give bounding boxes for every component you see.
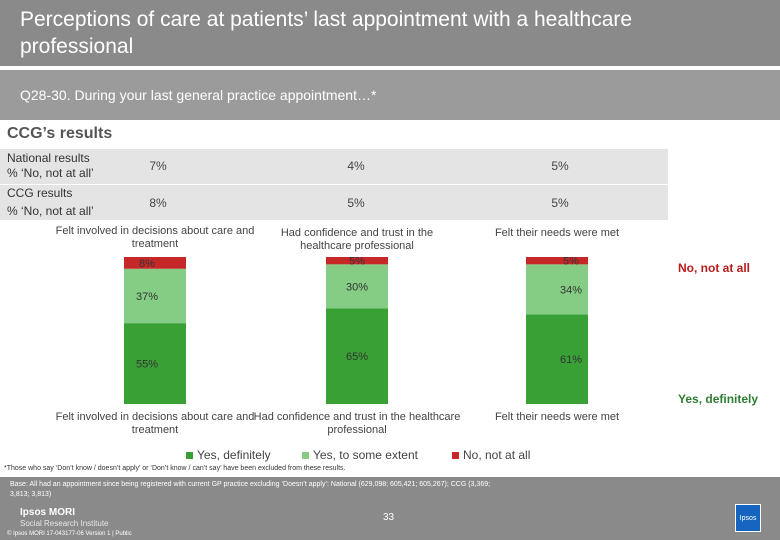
- bar-label-2-no-not-at-all: 5%: [349, 256, 365, 268]
- base-note: Base: All had an appointment since being…: [10, 481, 491, 498]
- category-top-label-2: Had confidence and trust in the healthca…: [280, 227, 434, 252]
- bar-2-yes-definitely: [326, 308, 388, 404]
- bar-1-yes-definitely: [124, 323, 186, 404]
- bar-1-yes-to-some-extent: [124, 268, 186, 324]
- ccg-value-2: 5%: [347, 196, 365, 210]
- ccg-results-strip: [0, 185, 668, 220]
- legend-item-yes-definitely: Yes, definitely: [186, 448, 271, 462]
- ccg-results-label: CCG results % ‘No, not at all’: [7, 186, 94, 219]
- ipsos-logo-icon: Ipsos: [735, 504, 761, 532]
- exclusion-note: *Those who say ‘Don’t know / doesn’t app…: [4, 465, 346, 472]
- bar-3-yes-to-some-extent: [526, 264, 588, 315]
- bar-label-3-no-not-at-all: 5%: [563, 256, 579, 268]
- legend-label-yes-some: Yes, to some extent: [313, 448, 418, 462]
- legend-swatch-yes-some: [302, 451, 309, 459]
- bar-label-1-yes-to-some-extent: 37%: [136, 291, 158, 303]
- bar-3-no-not-at-all: [526, 257, 588, 265]
- page-title: Perceptions of care at patients’ last ap…: [20, 8, 633, 58]
- national-value-2: 4%: [347, 159, 365, 173]
- ccg-value-1: 8%: [149, 196, 167, 210]
- legend-swatch-no: [452, 451, 459, 459]
- page-number: 33: [383, 512, 395, 523]
- category-top-label-1: Felt involved in decisions about care an…: [55, 225, 255, 250]
- bar-2-yes-to-some-extent: [326, 264, 388, 309]
- bar-label-2-yes-definitely: 65%: [346, 351, 368, 363]
- question-bar: Q28-30. During your last general practic…: [0, 70, 780, 120]
- side-label-yes-definitely: Yes, definitely: [678, 392, 759, 406]
- category-top-label-3: Felt their needs were met: [494, 227, 620, 239]
- bar-label-3-yes-to-some-extent: 34%: [560, 284, 582, 296]
- category-bottom-label-2: Had confidence and trust in the healthca…: [253, 411, 461, 436]
- bar-label-2-yes-to-some-extent: 30%: [346, 281, 368, 293]
- legend-label-yes-definitely: Yes, definitely: [197, 448, 271, 462]
- bar-label-3-yes-definitely: 61%: [560, 354, 582, 366]
- legend-item-yes-some: Yes, to some extent: [302, 448, 418, 462]
- bar-label-1-no-not-at-all: 8%: [139, 258, 155, 270]
- bar-2-no-not-at-all: [326, 257, 388, 265]
- category-bottom-label-3: Felt their needs were met: [494, 411, 620, 423]
- bar-3-yes-definitely: [526, 314, 588, 404]
- ccg-results-heading: CCG’s results: [7, 125, 113, 142]
- national-value-3: 5%: [551, 159, 569, 173]
- national-label-line2: % ‘No, not at all’: [7, 166, 94, 180]
- legend-label-no: No, not at all: [463, 448, 531, 462]
- national-value-1: 7%: [149, 159, 167, 173]
- copyright-text: © Ipsos MORI 17-043177-06 Version 1 | Pu…: [7, 531, 132, 537]
- ccg-value-3: 5%: [551, 196, 569, 210]
- ccg-label-line2: % ‘No, not at all’: [7, 204, 94, 218]
- national-results-strip: [0, 149, 668, 184]
- side-label-no-not-at-all: No, not at all: [678, 261, 750, 275]
- legend-item-no: No, not at all: [452, 448, 530, 462]
- question-text: Q28-30. During your last general practic…: [20, 87, 377, 103]
- legend-swatch-yes-definitely: [186, 451, 193, 459]
- social-research-institute-logo: Social Research Institute: [20, 519, 109, 528]
- category-bottom-label-1: Felt involved in decisions about care an…: [55, 411, 255, 436]
- ipsos-mori-logo: Ipsos MORI: [20, 507, 76, 518]
- header-bar: Perceptions of care at patients’ last ap…: [0, 0, 780, 66]
- footer-bar: Base: All had an appointment since being…: [0, 477, 780, 540]
- bar-1-no-not-at-all: [124, 257, 186, 269]
- national-label-line1: National results: [7, 151, 90, 165]
- national-results-label: National results % ‘No, not at all’: [7, 151, 94, 181]
- ccg-label-line1: CCG results: [7, 186, 73, 200]
- bar-label-1-yes-definitely: 55%: [136, 359, 158, 371]
